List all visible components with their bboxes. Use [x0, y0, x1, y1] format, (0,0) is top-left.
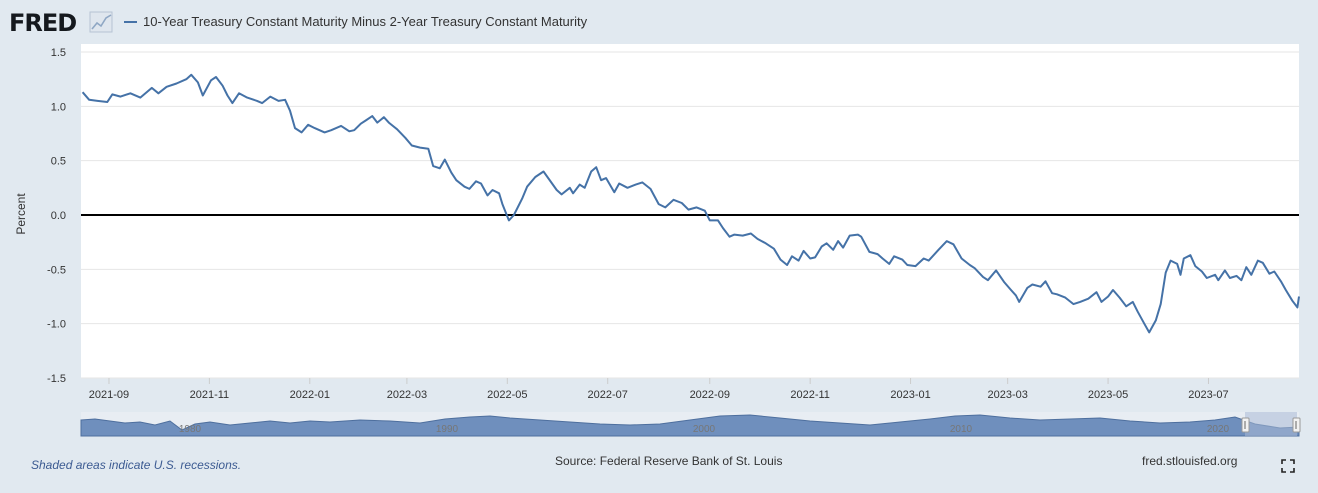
x-tick-label: 2022-01 [290, 389, 330, 401]
y-tick-label: 1.5 [51, 47, 66, 59]
x-tick-label: 2022-09 [690, 389, 730, 401]
fred-logo-text: FRED [9, 9, 76, 37]
y-tick-label: 0.5 [51, 156, 66, 168]
x-tick-label: 2021-09 [89, 389, 129, 401]
y-tick-label: -0.5 [47, 264, 66, 276]
x-tick-label: 2022-03 [387, 389, 427, 401]
navigator-area [80, 414, 1300, 437]
x-tick-label: 2022-11 [790, 389, 830, 401]
y-tick-label: 0.0 [51, 210, 66, 222]
series-line[interactable] [81, 73, 1300, 334]
x-axis: 2021-09 2021-11 2022-01 2022-03 2022-05 2022-… [89, 378, 1229, 401]
fred-logo[interactable]: FRED [9, 9, 113, 37]
legend[interactable]: 10-Year Treasury Constant Maturity Minus… [124, 14, 588, 29]
source-text: Source: Federal Reserve Bank of St. Loui… [555, 454, 782, 468]
series-group[interactable] [81, 73, 1300, 334]
navigator-year-label: 1980 [179, 424, 202, 435]
x-tick-label: 2022-07 [588, 389, 628, 401]
navigator-year-labels: 1980 1990 2000 2010 2020 [179, 424, 1230, 435]
navigator-year-label: 2000 [693, 424, 716, 435]
x-tick-label: 2022-05 [487, 389, 527, 401]
fred-logo-graph-icon [89, 11, 113, 33]
navigator-year-label: 2020 [1207, 424, 1230, 435]
navigator-year-label: 1990 [436, 424, 459, 435]
range-navigator[interactable]: 1980 1990 2000 2010 2020 [80, 412, 1301, 437]
plot-background [81, 44, 1299, 378]
navigator-year-label: 2010 [950, 424, 973, 435]
x-tick-label: 2023-03 [987, 389, 1027, 401]
y-tick-label: -1.5 [47, 373, 66, 385]
x-tick-label: 2023-05 [1088, 389, 1128, 401]
fullscreen-icon[interactable] [1281, 459, 1295, 473]
y-tick-label: -1.0 [47, 319, 66, 331]
recession-note: Shaded areas indicate U.S. recessions. [31, 458, 241, 472]
y-axis-title: Percent [14, 193, 28, 235]
y-axis: 1.5 1.0 0.5 0.0 -0.5 -1.0 -1.5 [47, 47, 66, 385]
navigator-selection[interactable] [1245, 412, 1297, 436]
x-tick-label: 2023-01 [890, 389, 930, 401]
x-tick-label: 2023-07 [1188, 389, 1228, 401]
fred-url-link[interactable]: fred.stlouisfed.org [1142, 454, 1237, 468]
legend-label: 10-Year Treasury Constant Maturity Minus… [143, 14, 588, 29]
x-tick-label: 2021-11 [190, 389, 230, 401]
y-tick-label: 1.0 [51, 101, 66, 113]
